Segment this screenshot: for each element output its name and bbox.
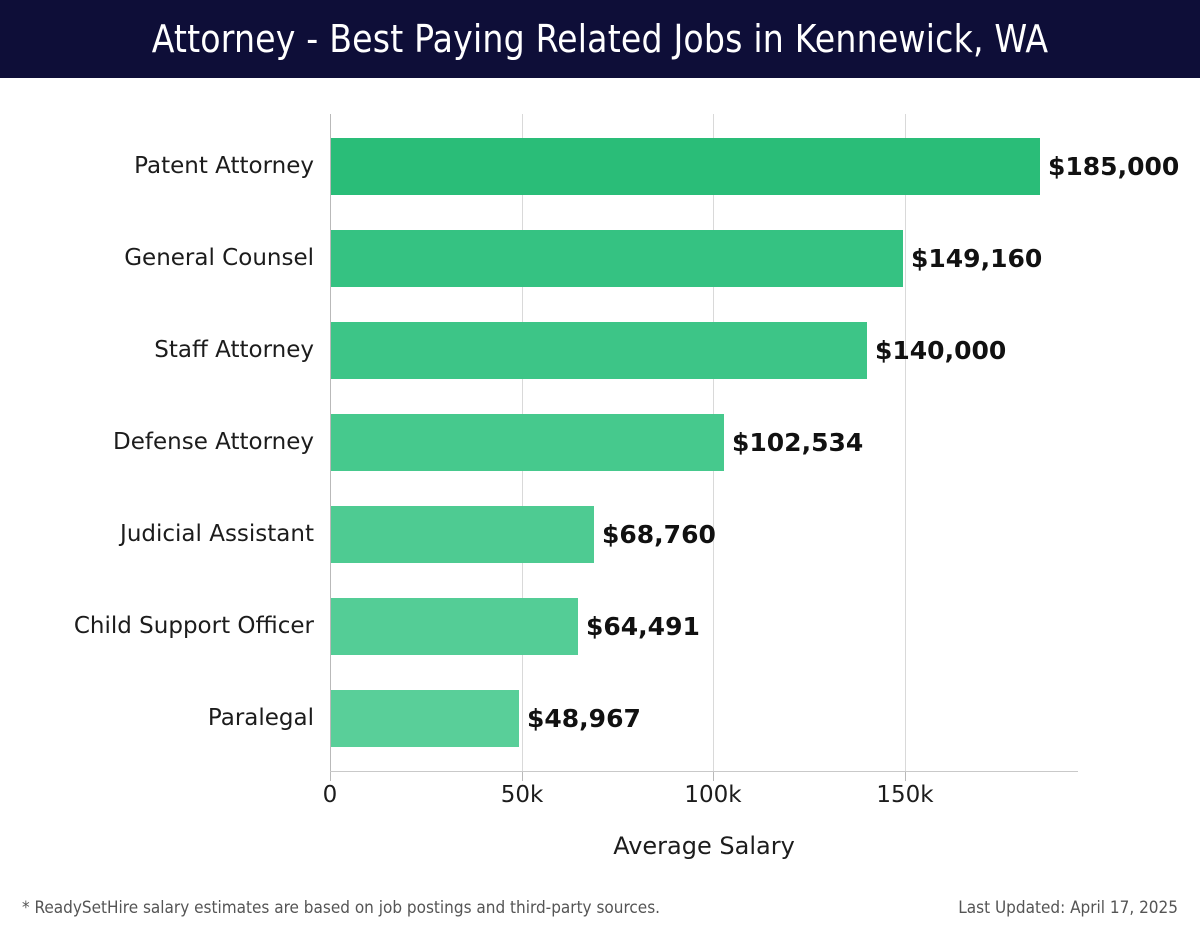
x-tick-label: 0 (322, 782, 338, 808)
bar[interactable] (331, 230, 903, 287)
bar-value-label: $102,534 (732, 428, 864, 457)
bar-value-label: $140,000 (875, 336, 1007, 365)
bar-row: Defense Attorney $102,534 (0, 414, 1200, 471)
bar[interactable] (331, 506, 594, 563)
bar[interactable] (331, 322, 867, 379)
category-label: Judicial Assistant (120, 521, 314, 547)
x-axis-title: Average Salary (613, 832, 795, 860)
x-axis-line (330, 771, 1078, 772)
bar-row: Patent Attorney $185,000 (0, 138, 1200, 195)
footer-disclaimer: * ReadySetHire salary estimates are base… (22, 898, 661, 918)
bar[interactable] (331, 690, 519, 747)
category-label: Defense Attorney (113, 429, 314, 455)
bar-value-label: $68,760 (602, 520, 716, 549)
page-title: Attorney - Best Paying Related Jobs in K… (151, 17, 1049, 61)
x-tick-100k (713, 772, 714, 781)
bar-value-label: $149,160 (911, 244, 1043, 273)
y-axis-line (330, 114, 331, 772)
bar-row: Paralegal $48,967 (0, 690, 1200, 747)
bar-row: Child Support Officer $64,491 (0, 598, 1200, 655)
category-label: Staff Attorney (154, 337, 314, 363)
title-banner (0, 0, 1200, 78)
x-tick-label: 50k (500, 782, 544, 808)
footer-last-updated: Last Updated: April 17, 2025 (958, 898, 1178, 918)
bar-value-label: $48,967 (527, 704, 641, 733)
category-label: Child Support Officer (73, 613, 314, 639)
bar[interactable] (331, 598, 578, 655)
x-tick-0 (330, 772, 331, 781)
bar-row: General Counsel $149,160 (0, 230, 1200, 287)
bar-row: Judicial Assistant $68,760 (0, 506, 1200, 563)
x-tick-150k (905, 772, 906, 781)
bar[interactable] (331, 414, 724, 471)
category-label: Patent Attorney (134, 153, 314, 179)
x-tick-label: 150k (876, 782, 934, 808)
bar-value-label: $64,491 (586, 612, 700, 641)
category-label: General Counsel (124, 245, 314, 271)
bar-row: Staff Attorney $140,000 (0, 322, 1200, 379)
bar[interactable] (331, 138, 1040, 195)
bar-value-label: $185,000 (1048, 152, 1180, 181)
category-label: Paralegal (207, 705, 314, 731)
gridline-150k (905, 114, 906, 772)
x-tick-label: 100k (684, 782, 742, 808)
x-tick-50k (522, 772, 523, 781)
